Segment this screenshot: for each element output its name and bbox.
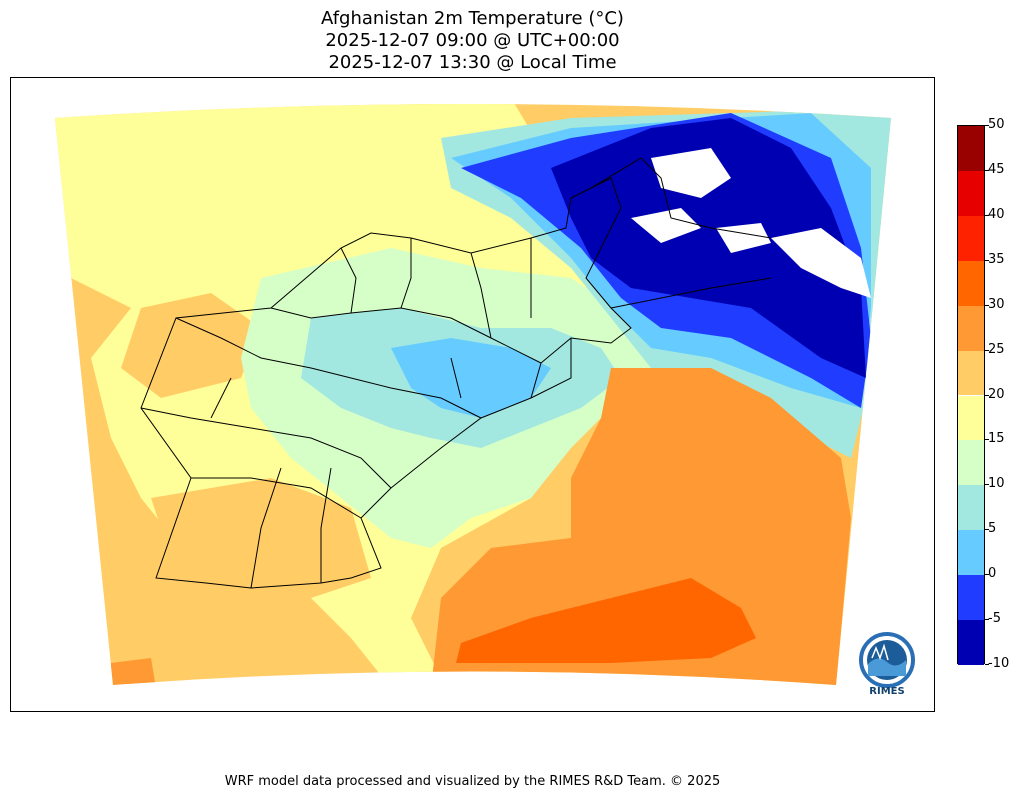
colorbar-tick-mark <box>985 619 989 621</box>
rimes-logo-label: RIMES <box>869 686 905 697</box>
colorbar <box>957 125 985 665</box>
colorbar-tick-label: 40 <box>988 206 1005 222</box>
colorbar-tick-label: 30 <box>988 296 1005 312</box>
rimes-logo: RIMES <box>854 632 920 702</box>
colorbar-tick-label: -5 <box>988 611 1001 627</box>
colorbar-tick-mark <box>985 484 989 486</box>
footer-credit: WRF model data processed and visualized … <box>224 774 721 789</box>
zone-20-25-west <box>121 293 261 398</box>
colorbar-tick-label: 15 <box>988 431 1005 447</box>
colorbar-bin <box>958 575 984 621</box>
colorbar-tick-label: 35 <box>988 251 1005 267</box>
colorbar-tick-label: -10 <box>988 656 1010 671</box>
colorbar-bin <box>958 126 984 171</box>
temperature-map <box>55 104 891 685</box>
country-boundaries <box>140 157 772 589</box>
colorbar-bin <box>958 530 984 576</box>
colorbar-tick-mark <box>985 169 989 171</box>
colorbar-tick-label: 5 <box>988 521 997 537</box>
colorbar-tick-mark <box>985 304 989 306</box>
colorbar-tick-mark <box>985 394 989 396</box>
colorbar-tick-label: 0 <box>988 566 997 582</box>
local-time: 2025-12-07 13:30 @ Local Time <box>328 52 617 73</box>
zone-30-35 <box>456 578 756 663</box>
zone-cold-3 <box>631 208 701 243</box>
colorbar-tick-mark <box>985 214 989 216</box>
zone-cold-4 <box>716 223 771 253</box>
colorbar-tick-mark <box>985 439 989 441</box>
zone-cold-2 <box>771 228 871 298</box>
colorbar-bin <box>958 440 984 486</box>
colorbar-tick-mark <box>985 529 989 531</box>
colorbar-bin <box>958 305 984 351</box>
colorbar-bin <box>958 485 984 531</box>
colorbar-tick-mark <box>985 125 989 126</box>
zone-20-25-sw <box>151 478 371 598</box>
zone-25-30 <box>431 368 851 685</box>
colorbar-tick-label: 45 <box>988 161 1005 177</box>
colorbar-tick-label: 20 <box>988 386 1005 402</box>
colorbar-bin <box>958 170 984 216</box>
colorbar-tick-mark <box>985 664 989 665</box>
colorbar-tick-label: 10 <box>988 476 1005 492</box>
map-panel <box>10 77 935 712</box>
colorbar-tick-mark <box>985 259 989 261</box>
utc-time: 2025-12-07 09:00 @ UTC+00:00 <box>325 30 620 51</box>
map-title: Afghanistan 2m Temperature (°C) <box>321 8 624 29</box>
zone-30-35-sw <box>111 658 156 685</box>
colorbar-bin <box>958 350 984 396</box>
colorbar-bin <box>958 395 984 441</box>
colorbar-bin <box>958 215 984 261</box>
colorbar-tick-label: 25 <box>988 341 1005 357</box>
colorbar-bin <box>958 620 984 665</box>
colorbar-tick-mark <box>985 349 989 351</box>
colorbar-tick-mark <box>985 574 989 576</box>
colorbar-tick-label: 50 <box>988 117 1005 132</box>
zone-ne-navy <box>551 118 866 378</box>
colorbar-bin <box>958 260 984 306</box>
zone-cold-1 <box>651 148 731 198</box>
rimes-logo-emblem-icon <box>859 632 915 688</box>
zone-0-5 <box>391 338 551 418</box>
